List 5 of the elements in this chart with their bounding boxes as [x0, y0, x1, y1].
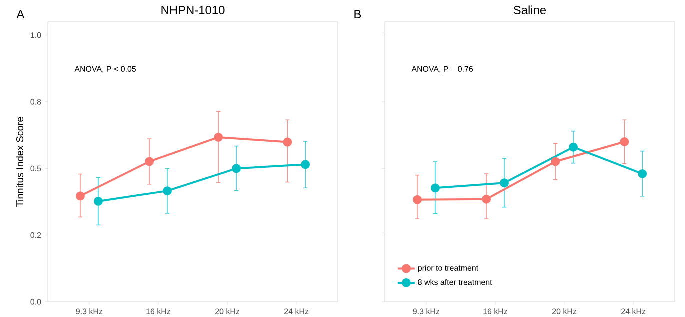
text: A [16, 10, 25, 18]
text: B [354, 10, 362, 18]
chart-title: NHPN-1010 [162, 6, 225, 14]
chart-title: Saline [514, 6, 546, 14]
y-axis-title: Tinnitus Index Score [16, 117, 24, 208]
